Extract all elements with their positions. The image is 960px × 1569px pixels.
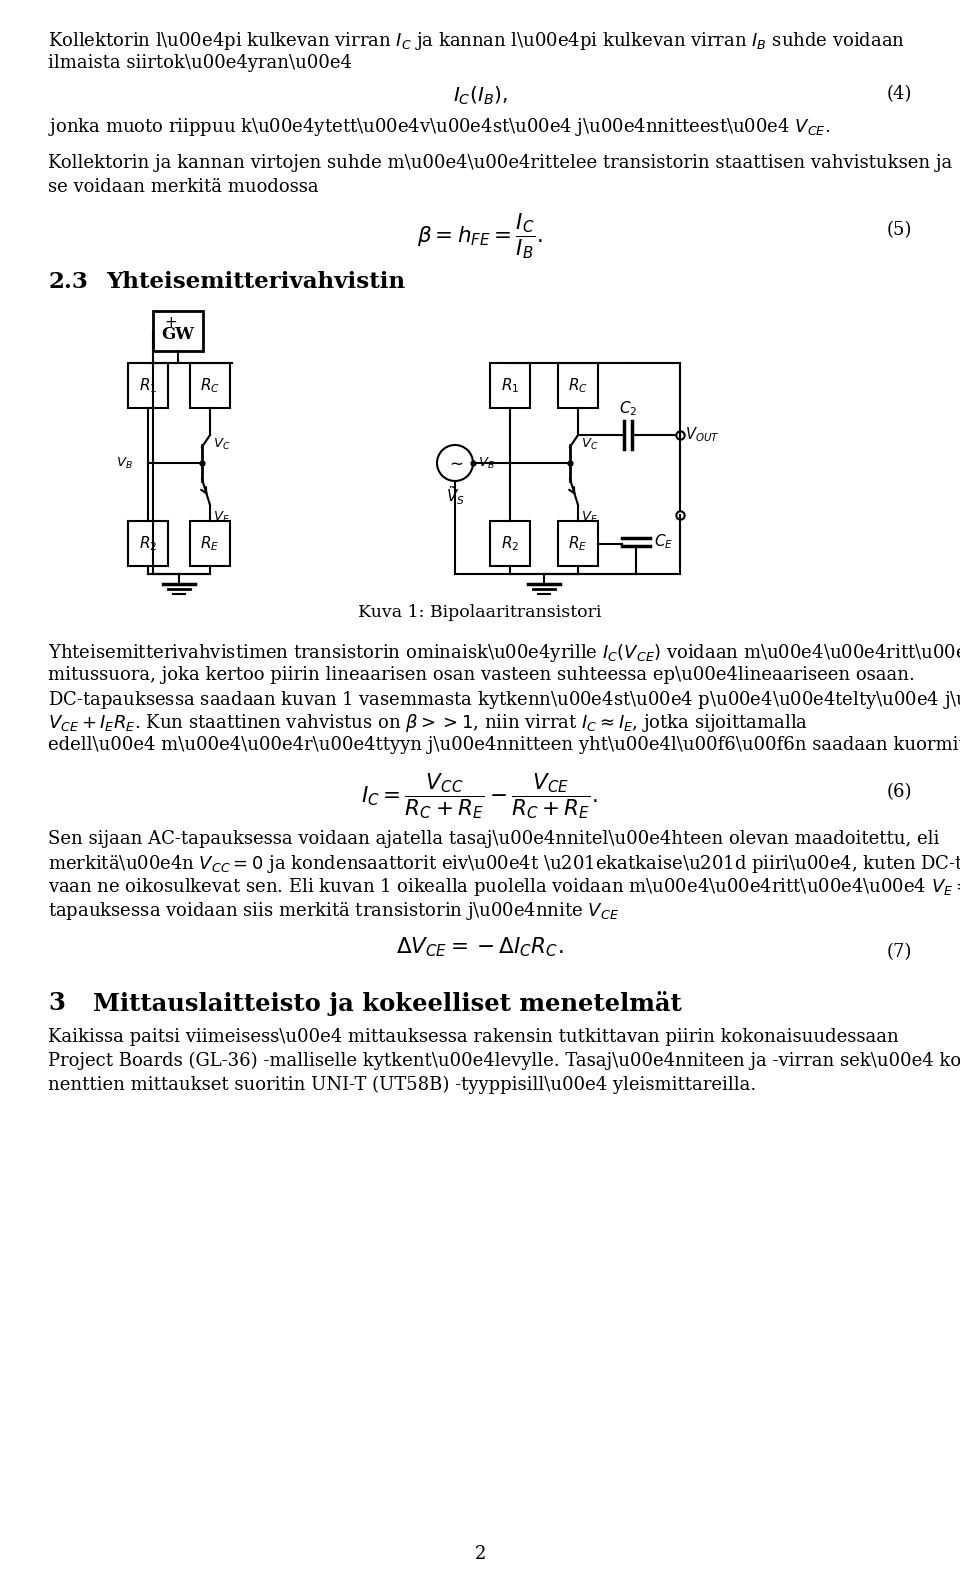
Text: $V_E$: $V_E$ bbox=[581, 510, 598, 526]
Text: $V_C$: $V_C$ bbox=[213, 438, 230, 452]
Text: edell\u00e4 m\u00e4\u00e4r\u00e4ttyyn j\u00e4nnitteen yht\u00e4l\u00f6\u00f6n sa: edell\u00e4 m\u00e4\u00e4r\u00e4ttyyn j\… bbox=[48, 736, 960, 755]
Bar bbox=[490, 362, 530, 408]
Text: (5): (5) bbox=[887, 221, 912, 238]
Text: 3: 3 bbox=[48, 990, 65, 1015]
Bar bbox=[128, 362, 168, 408]
Text: $C_E$: $C_E$ bbox=[654, 532, 673, 551]
Text: GW: GW bbox=[161, 326, 195, 344]
Text: nenttien mittaukset suoritin UNI-T (UT58B) -tyyppisill\u00e4 yleismittareilla.: nenttien mittaukset suoritin UNI-T (UT58… bbox=[48, 1075, 756, 1094]
Text: Yhteisemitterivahvistimen transistorin ominaisk\u00e4yrille $I_C(V_{CE})$ voidaa: Yhteisemitterivahvistimen transistorin o… bbox=[48, 642, 960, 664]
Text: mitussuora, joka kertoo piirin lineaarisen osan vasteen suhteessa ep\u00e4lineaa: mitussuora, joka kertoo piirin lineaaris… bbox=[48, 665, 915, 684]
Text: Mittauslaitteisto ja kokeelliset menetelmät: Mittauslaitteisto ja kokeelliset menetel… bbox=[93, 990, 682, 1015]
Text: Sen sijaan AC-tapauksessa voidaan ajatella tasaj\u00e4nnitel\u00e4hteen olevan m: Sen sijaan AC-tapauksessa voidaan ajatel… bbox=[48, 830, 940, 847]
Text: $\tilde{V}_S$: $\tilde{V}_S$ bbox=[445, 483, 465, 507]
Text: $C_2$: $C_2$ bbox=[619, 399, 637, 417]
Text: $I_C(I_B),$: $I_C(I_B),$ bbox=[453, 85, 507, 107]
Text: $\beta = h_{FE} = \dfrac{I_C}{I_B}.$: $\beta = h_{FE} = \dfrac{I_C}{I_B}.$ bbox=[418, 210, 542, 260]
Text: Kollektorin ja kannan virtojen suhde m\u00e4\u00e4rittelee transistorin staattis: Kollektorin ja kannan virtojen suhde m\u… bbox=[48, 154, 952, 173]
Text: Kaikissa paitsi viimeisess\u00e4 mittauksessa rakensin tutkittavan piirin kokona: Kaikissa paitsi viimeisess\u00e4 mittauk… bbox=[48, 1029, 899, 1047]
Text: $R_E$: $R_E$ bbox=[568, 533, 588, 552]
Bar bbox=[190, 521, 230, 566]
Text: Kollektorin l\u00e4pi kulkevan virran $I_C$ ja kannan l\u00e4pi kulkevan virran : Kollektorin l\u00e4pi kulkevan virran $I… bbox=[48, 30, 905, 52]
Text: $R_C$: $R_C$ bbox=[568, 377, 588, 395]
Text: $\sim$: $\sim$ bbox=[446, 453, 464, 472]
Text: $V_{CE}+I_ER_E$. Kun staattinen vahvistus on $\beta >> 1$, niin virrat $I_C \app: $V_{CE}+I_ER_E$. Kun staattinen vahvistu… bbox=[48, 712, 808, 734]
Bar bbox=[153, 311, 203, 351]
Text: DC-tapauksessa saadaan kuvan 1 vasemmasta kytkenn\u00e4st\u00e4 p\u00e4\u00e4tel: DC-tapauksessa saadaan kuvan 1 vasemmast… bbox=[48, 689, 960, 711]
Text: Kuva 1: Bipolaaritransistori: Kuva 1: Bipolaaritransistori bbox=[358, 604, 602, 621]
Text: $R_C$: $R_C$ bbox=[200, 377, 220, 395]
Bar bbox=[190, 362, 230, 408]
Text: $V_B$: $V_B$ bbox=[116, 457, 132, 471]
Text: 2.3: 2.3 bbox=[48, 271, 88, 293]
Bar bbox=[490, 521, 530, 566]
Bar bbox=[128, 521, 168, 566]
Text: (6): (6) bbox=[886, 783, 912, 802]
Text: $V_C$: $V_C$ bbox=[581, 438, 598, 452]
Text: se voidaan merkitä muodossa: se voidaan merkitä muodossa bbox=[48, 177, 319, 196]
Text: vaan ne oikosulkevat sen. Eli kuvan 1 oikealla puolella voidaan m\u00e4\u00e4rit: vaan ne oikosulkevat sen. Eli kuvan 1 oi… bbox=[48, 877, 960, 899]
Text: Project Boards (GL-36) -malliselle kytkent\u00e4levylle. Tasaj\u00e4nniteen ja -: Project Boards (GL-36) -malliselle kytke… bbox=[48, 1051, 960, 1070]
Text: (4): (4) bbox=[887, 85, 912, 104]
Text: ilmaista siirtok\u00e4yran\u00e4: ilmaista siirtok\u00e4yran\u00e4 bbox=[48, 53, 352, 72]
Text: tapauksessa voidaan siis merkitä transistorin j\u00e4nnite $V_{CE}$: tapauksessa voidaan siis merkitä transis… bbox=[48, 901, 619, 923]
Text: $R_E$: $R_E$ bbox=[201, 533, 220, 552]
Text: 2: 2 bbox=[474, 1545, 486, 1563]
Text: $\Delta V_{CE} = -\Delta I_C R_C.$: $\Delta V_{CE} = -\Delta I_C R_C.$ bbox=[396, 935, 564, 959]
Text: $R_1$: $R_1$ bbox=[501, 377, 519, 395]
Text: +: + bbox=[164, 315, 177, 329]
Text: $V_B$: $V_B$ bbox=[478, 457, 494, 471]
Text: $R_2$: $R_2$ bbox=[139, 533, 157, 552]
Text: $V_E$: $V_E$ bbox=[213, 510, 229, 526]
Text: Yhteisemitterivahvistin: Yhteisemitterivahvistin bbox=[106, 271, 405, 293]
Text: $I_C = \dfrac{V_{CC}}{R_C + R_E} - \dfrac{V_{CE}}{R_C + R_E}.$: $I_C = \dfrac{V_{CC}}{R_C + R_E} - \dfra… bbox=[362, 772, 598, 822]
Text: $R_1$: $R_1$ bbox=[139, 377, 157, 395]
Text: jonka muoto riippuu k\u00e4ytett\u00e4v\u00e4st\u00e4 j\u00e4nnitteest\u00e4 $V_: jonka muoto riippuu k\u00e4ytett\u00e4v\… bbox=[48, 116, 830, 138]
Bar bbox=[558, 521, 598, 566]
Text: merkitä\u00e4n $V_{CC} = 0$ ja kondensaattorit eiv\u00e4t \u201ekatkaise\u201d p: merkitä\u00e4n $V_{CC} = 0$ ja kondensaa… bbox=[48, 854, 960, 876]
Text: (7): (7) bbox=[887, 943, 912, 962]
Text: $R_2$: $R_2$ bbox=[501, 533, 519, 552]
Bar bbox=[558, 362, 598, 408]
Text: $V_{OUT}$: $V_{OUT}$ bbox=[685, 425, 719, 444]
